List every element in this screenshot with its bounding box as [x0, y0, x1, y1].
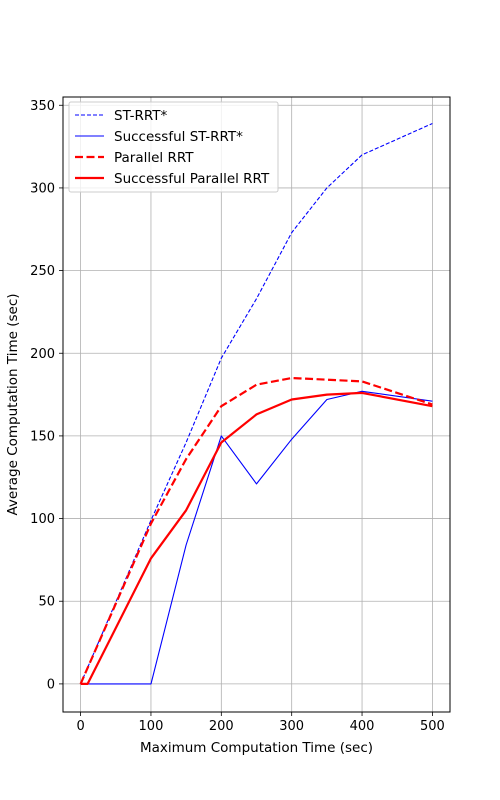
x-tick-label: 0	[76, 719, 84, 734]
x-tick-label: 100	[139, 719, 164, 734]
legend-label-4: Successful Parallel RRT	[114, 171, 270, 187]
y-tick-label: 200	[30, 347, 55, 362]
y-tick-label: 250	[30, 264, 55, 279]
y-tick-label: 300	[30, 181, 55, 196]
x-tick-label: 300	[279, 719, 304, 734]
y-tick-label: 0	[47, 677, 55, 692]
y-axis: 0 50 100 150 200 250 300 350	[30, 99, 63, 692]
legend-label-2: Successful ST-RRT*	[114, 129, 243, 145]
legend-label-1: ST-RRT*	[114, 108, 167, 124]
y-tick-label: 100	[30, 512, 55, 527]
y-axis-label: Average Computation Time (sec)	[5, 293, 21, 515]
x-tick-label: 500	[420, 719, 445, 734]
data-series	[79, 122, 433, 686]
x-tick-label: 200	[209, 719, 234, 734]
legend-label-3: Parallel RRT	[114, 150, 194, 166]
plot-frame	[62, 96, 451, 713]
x-tick-label: 400	[350, 719, 375, 734]
series-line-1	[80, 122, 433, 685]
x-axis: 0 100 200 300 400 500	[76, 712, 445, 734]
series-line-4	[80, 391, 433, 686]
legend-box	[68, 101, 279, 193]
grid	[63, 97, 450, 712]
series-line-3	[79, 376, 433, 685]
legend: ST-RRT* Successful ST-RRT* Parallel RRT Suc…	[68, 101, 279, 193]
y-tick-label: 150	[30, 429, 55, 444]
y-tick-label: 50	[38, 595, 55, 610]
x-axis-label: Maximum Computation Time (sec)	[140, 740, 373, 756]
y-tick-label: 350	[30, 99, 55, 114]
